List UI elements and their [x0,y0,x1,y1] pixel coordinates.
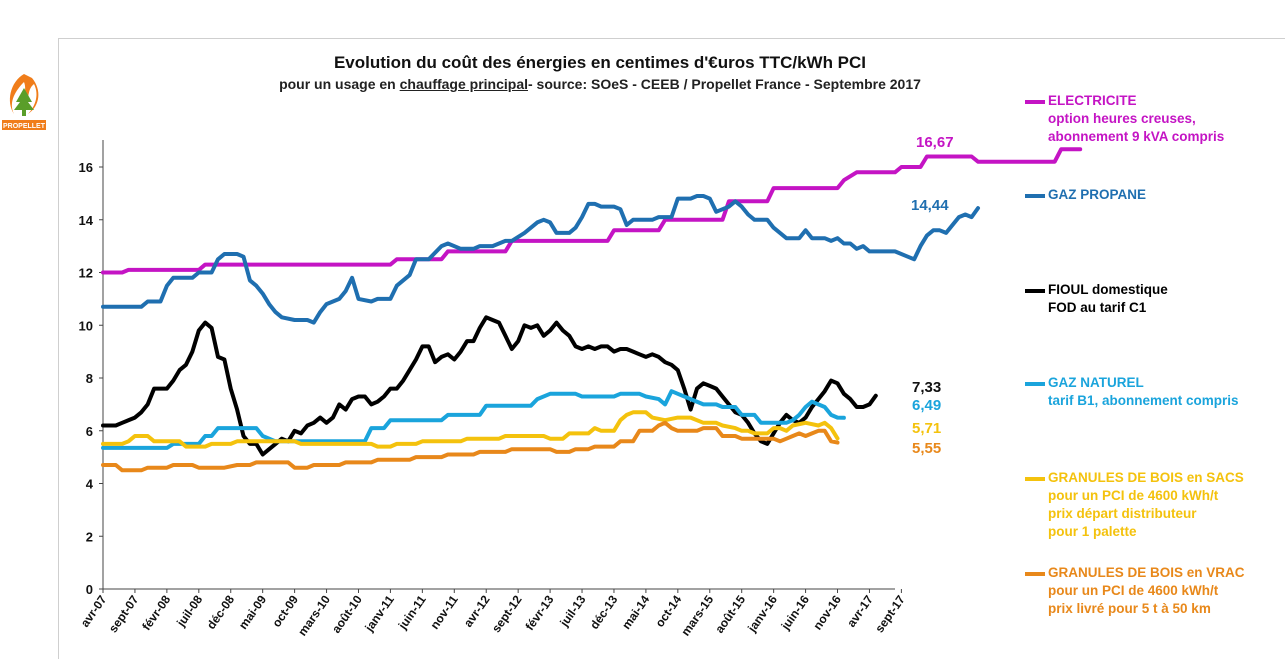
chart-frame [58,38,1285,659]
x-tick-label: août-15 [712,592,748,635]
x-tick-label: avr-07 [78,592,110,629]
x-tick-label: sept-12 [489,592,525,635]
legend-swatch [1025,100,1045,104]
x-tick-label: mai-14 [619,592,652,631]
x-tick-label: sept-07 [106,592,142,635]
x-tick-label: avr-12 [461,592,493,629]
x-tick-label: déc-08 [204,592,237,631]
x-tick-label: janv-16 [744,592,780,635]
x-tick-label: févr-13 [523,592,557,633]
chart-title: Evolution du coût des énergies en centim… [333,53,867,72]
legend-swatch [1025,477,1045,481]
legend-swatch [1025,289,1045,293]
y-tick-label: 4 [86,477,94,492]
x-tick-label: nov-11 [427,592,460,631]
x-tick-label: oct-09 [269,592,301,629]
legend-line: option heures creuses, [1048,111,1196,126]
series-line-0 [101,147,1083,275]
x-tick-label: déc-13 [587,592,620,631]
x-tick-label: juil-08 [173,592,205,630]
end-label-2: 7,33 [912,379,942,396]
y-tick-label: 14 [79,213,94,228]
legend-text: FIOUL domestique FOD au tarif C1 [1048,281,1168,317]
y-tick-label: 12 [79,266,93,281]
legend-text: GRANULES DE BOIS en VRAC pour un PCI de 4… [1048,564,1245,618]
subtitle-underlined: chauffage principal [399,76,528,92]
x-tick-label: févr-08 [139,592,173,633]
y-tick-label: 8 [86,371,93,386]
y-tick-label: 6 [86,424,93,439]
legend-text: GRANULES DE BOIS en SACS pour un PCI de 4… [1048,469,1244,541]
legend-text: GAZ NATUREL tarif B1, abonnement compris [1048,374,1239,410]
series-line-3 [101,389,846,450]
x-tick-label: sept-17 [872,592,908,635]
legend-line: abonnement 9 kVA compris [1048,129,1225,144]
chart-subtitle: pour un usage en chauffage principal- so… [180,76,1020,92]
x-tick-label: juin-16 [778,592,812,633]
logo-brand-text: PROPELLET [3,123,46,130]
y-tick-label: 0 [86,582,93,597]
legend-line: FIOUL domestique [1048,282,1168,297]
x-tick-label: janv-11 [361,592,397,634]
legend-text: ELECTRICITE option heures creuses, abonnem… [1048,92,1224,146]
legend-line: tarif B1, abonnement compris [1048,393,1239,408]
legend-line: ELECTRICITE [1048,93,1137,108]
y-tick-label: 16 [79,160,93,175]
series-line-1 [101,194,980,325]
x-tick-label: mai-09 [236,592,269,631]
end-label-4: 5,71 [912,420,942,437]
legend-line: GRANULES DE BOIS en SACS [1048,470,1244,485]
x-tick-label: août-10 [329,592,365,635]
y-tick-label: 2 [86,529,93,544]
legend-line: pour un PCI de 4600 kWh/t [1048,488,1219,503]
propellet-logo: PROPELLET [2,74,46,130]
legend-swatch [1025,572,1045,576]
x-tick-label: nov-16 [810,592,844,632]
subtitle-part-1: pour un usage en [279,76,400,92]
legend-line: prix départ distributeur [1048,506,1197,521]
legend-text: GAZ PROPANE [1048,186,1146,204]
series-line-4 [101,410,840,449]
x-tick-label: juin-11 [395,592,429,632]
legend-line: FOD au tarif C1 [1048,300,1147,315]
x-tick-label: mars-10 [295,592,333,638]
y-tick-label: 10 [79,318,93,333]
legend-line: pour un PCI de 4600 kWh/t [1048,583,1219,598]
legend-line: prix livré pour 5 t à 50 km [1048,601,1211,616]
legend-line: GAZ NATUREL [1048,375,1144,390]
x-tick-label: mars-15 [678,592,716,638]
end-label-5: 5,55 [912,440,942,457]
legend-swatch [1025,194,1045,198]
x-tick-label: avr-17 [844,592,876,629]
end-label-0: 16,67 [916,134,954,151]
legend-swatch [1025,382,1045,386]
legend-line: GRANULES DE BOIS en VRAC [1048,565,1245,580]
x-tick-label: juil-13 [557,592,589,630]
x-tick-label: oct-14 [653,592,685,629]
series-line-5 [101,420,840,473]
end-label-1: 14,44 [911,197,949,214]
end-label-3: 6,49 [912,397,942,414]
legend-line: GAZ PROPANE [1048,187,1147,202]
subtitle-part-3: - source: SOeS - CEEB / Propellet France… [528,76,921,92]
legend-line: pour 1 palette [1048,524,1137,539]
